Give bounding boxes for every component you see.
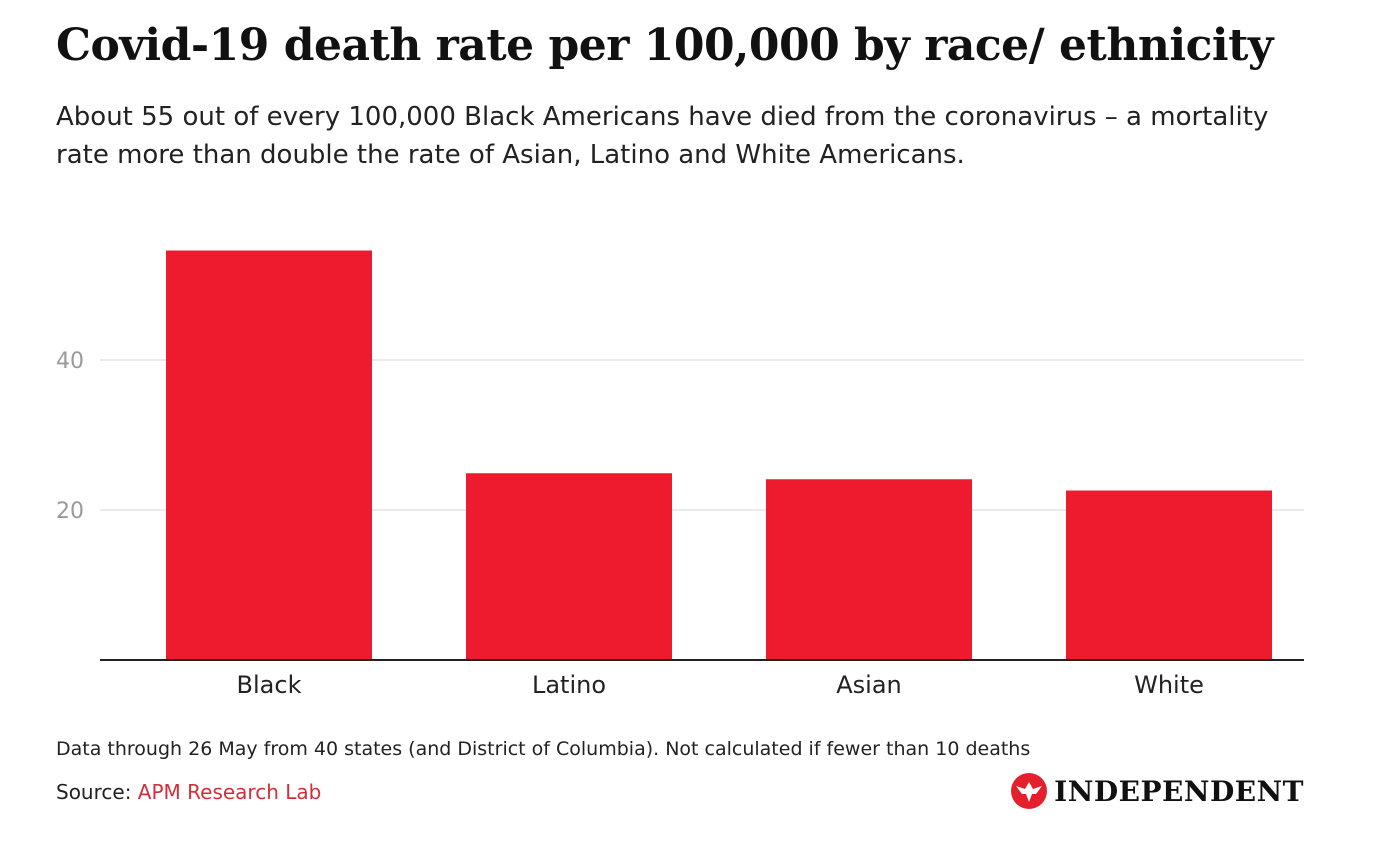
bar-chart: 20 40 Black Latino Asian White [56,250,1304,699]
bar-latino [466,473,672,660]
bar-asian [766,479,972,660]
category-label-latino: Latino [532,671,606,699]
y-tick-label: 40 [56,349,84,374]
bar-white [1066,490,1272,660]
independent-logo: INDEPENDENT [1010,772,1304,810]
category-label-black: Black [237,671,302,699]
footnote: Data through 26 May from 40 states (and … [56,738,1031,760]
source-line: Source: APM Research Lab [56,780,321,804]
category-labels: Black Latino Asian White [237,671,1204,699]
category-label-white: White [1134,671,1204,699]
category-label-asian: Asian [836,671,902,699]
y-tick-label: 20 [56,499,84,524]
bars [166,250,1272,660]
source-link[interactable]: APM Research Lab [137,780,322,804]
chart-title: Covid-19 death rate per 100,000 by race/… [56,20,1273,71]
chart-subtitle: About 55 out of every 100,000 Black Amer… [56,102,1269,170]
eagle-icon [1011,773,1048,809]
brand-name: INDEPENDENT [1054,774,1304,808]
source-prefix: Source: [56,780,138,804]
bar-black [166,250,372,660]
